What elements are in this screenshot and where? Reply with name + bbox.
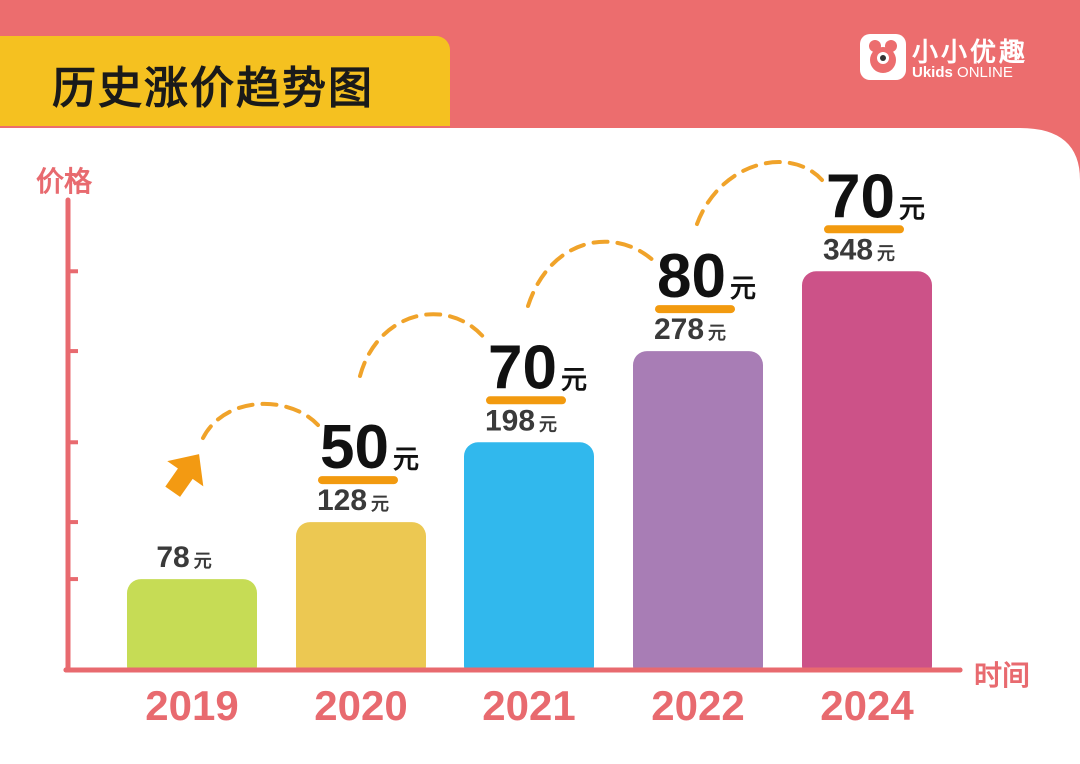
x-tick-label: 2024 xyxy=(820,682,914,729)
x-tick-label: 2019 xyxy=(145,682,238,729)
bar-value-label: 348 元 xyxy=(823,233,895,266)
baseline-mask xyxy=(100,669,960,685)
arrow-up-right-icon xyxy=(165,454,204,497)
bar-value-label: 128 元 xyxy=(317,484,389,517)
x-tick-label: 2020 xyxy=(314,682,407,729)
bar-value-label: 198 元 xyxy=(485,404,557,437)
increase-label: 50 元 xyxy=(320,413,419,482)
brand-logo-block: 小小优趣 Ukids ONLINE xyxy=(860,34,1050,82)
page-title: 历史涨价趋势图 xyxy=(52,63,374,114)
trend-dashed-arc xyxy=(358,312,488,378)
bar-value-label: 78 元 xyxy=(156,541,211,574)
increase-label: 80 元 xyxy=(657,242,756,311)
bar-2024 xyxy=(802,271,932,680)
increase-label: 70 元 xyxy=(488,333,587,402)
trend-dashed-arc xyxy=(695,160,824,226)
mascot-icon xyxy=(860,34,906,80)
brand-sub-rest: ONLINE xyxy=(952,64,1013,81)
title-banner xyxy=(0,36,450,126)
bar-value-label: 278 元 xyxy=(654,313,726,346)
x-tick-label: 2022 xyxy=(651,682,744,729)
bar-2019 xyxy=(127,579,257,680)
y-axis-label: 价格 xyxy=(36,165,93,198)
increase-label: 70 元 xyxy=(826,162,925,231)
trend-dashed-arc xyxy=(526,239,657,308)
x-axis-label: 时间 xyxy=(974,659,1031,692)
brand-sub-bold: Ukids xyxy=(912,64,953,81)
bar-2020 xyxy=(296,522,426,680)
x-tick-label: 2021 xyxy=(482,682,575,729)
trend-dashed-arc xyxy=(201,401,320,440)
bar-2021 xyxy=(464,442,594,680)
bar-2022 xyxy=(633,351,763,680)
brand-name: 小小优趣 xyxy=(912,38,1029,68)
brand-subtitle: Ukids ONLINE xyxy=(912,64,1013,81)
